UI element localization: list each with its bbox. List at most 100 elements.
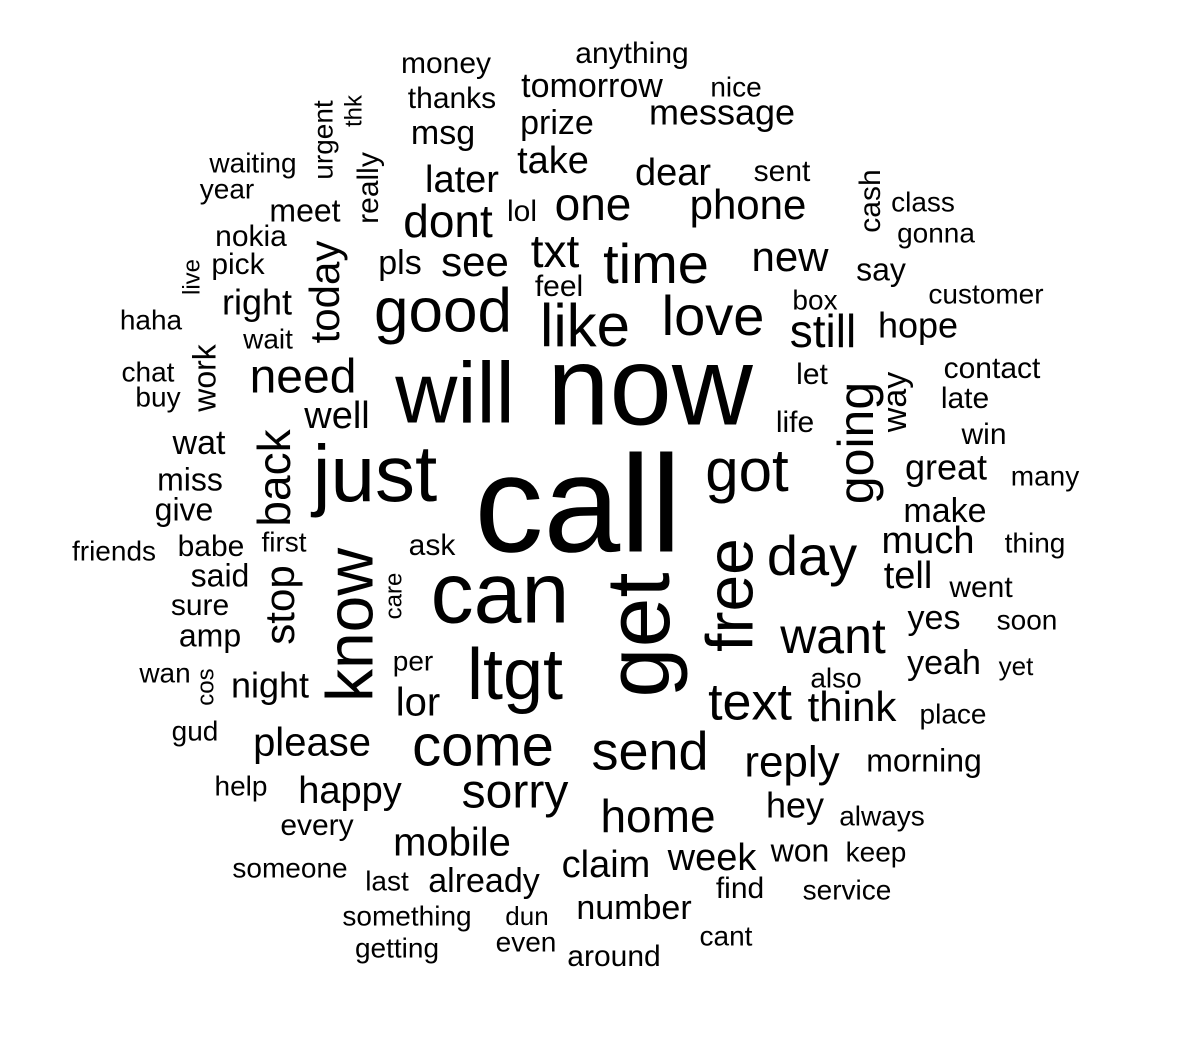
word-year: year xyxy=(200,173,254,204)
word-class: class xyxy=(891,186,955,217)
word-way: way xyxy=(876,372,914,433)
word-one: one xyxy=(555,178,632,230)
word-want: want xyxy=(779,608,886,664)
word-need: need xyxy=(250,351,357,404)
word-friends: friends xyxy=(72,535,156,566)
word-nice: nice xyxy=(710,71,761,102)
word-msg: msg xyxy=(411,114,475,152)
word-every: every xyxy=(280,809,353,842)
word-can: can xyxy=(431,546,570,642)
word-later: later xyxy=(425,159,499,201)
word-please: please xyxy=(253,721,371,765)
word-back: back xyxy=(248,428,300,526)
word-chat: chat xyxy=(122,356,175,387)
word-well: well xyxy=(303,395,369,437)
word-care: care xyxy=(380,573,407,620)
word-per: per xyxy=(393,645,433,676)
word-customer: customer xyxy=(928,278,1043,309)
word-yet: yet xyxy=(999,651,1034,681)
word-will: will xyxy=(394,346,514,442)
word-great: great xyxy=(905,447,987,488)
word-much: much xyxy=(882,520,975,562)
word-phone: phone xyxy=(690,181,807,228)
word-contact: contact xyxy=(944,352,1041,385)
word-feel: feel xyxy=(535,270,583,303)
word-something: something xyxy=(342,900,471,931)
word-anything: anything xyxy=(575,37,688,70)
word-claim: claim xyxy=(562,844,651,886)
word-really: really xyxy=(352,152,385,224)
word-morning: morning xyxy=(866,742,982,778)
word-babe: babe xyxy=(178,530,245,563)
word-dont: dont xyxy=(403,195,493,247)
word-time: time xyxy=(603,232,709,295)
word-txt: txt xyxy=(531,225,580,277)
word-pls: pls xyxy=(378,244,421,282)
word-already: already xyxy=(428,862,540,900)
word-just: just xyxy=(311,429,438,518)
word-see: see xyxy=(441,238,509,285)
word-wait: wait xyxy=(242,323,293,354)
word-always: always xyxy=(839,800,925,831)
word-stop: stop xyxy=(256,565,303,644)
word-tomorrow: tomorrow xyxy=(521,67,663,105)
word-live: live xyxy=(178,259,205,295)
word-yeah: yeah xyxy=(907,644,981,682)
word-message: message xyxy=(649,92,795,133)
word-dun: dun xyxy=(505,901,548,931)
word-make: make xyxy=(903,492,986,530)
word-late: late xyxy=(941,382,989,415)
word-many: many xyxy=(1011,460,1079,491)
word-today: today xyxy=(301,241,348,344)
word-cos: cos xyxy=(192,668,219,705)
word-soon: soon xyxy=(997,604,1058,635)
word-waiting: waiting xyxy=(208,147,296,178)
word-lol: lol xyxy=(507,195,537,228)
word-haha: haha xyxy=(120,304,183,335)
word-went: went xyxy=(948,571,1013,604)
word-love: love xyxy=(662,284,765,347)
word-right: right xyxy=(222,282,292,323)
word-thanks: thanks xyxy=(408,82,496,115)
word-give: give xyxy=(155,491,214,527)
word-won: won xyxy=(770,832,830,868)
word-number: number xyxy=(576,889,691,927)
word-help: help xyxy=(215,770,268,801)
word-home: home xyxy=(600,790,715,842)
word-money: money xyxy=(401,47,491,80)
word-around: around xyxy=(567,940,660,973)
word-still: still xyxy=(790,305,856,357)
word-hey: hey xyxy=(766,785,824,826)
word-hope: hope xyxy=(878,305,958,346)
word-got: got xyxy=(705,437,789,504)
word-nokia: nokia xyxy=(215,220,287,253)
word-yes: yes xyxy=(908,599,961,637)
word-cash: cash xyxy=(854,169,887,232)
word-cant: cant xyxy=(700,920,753,951)
word-work: work xyxy=(186,343,222,413)
word-said: said xyxy=(191,557,250,593)
word-place: place xyxy=(920,698,987,729)
word-getting: getting xyxy=(355,932,439,963)
word-buy: buy xyxy=(135,381,180,412)
word-someone: someone xyxy=(232,852,347,883)
word-text: text xyxy=(708,674,792,732)
word-reply: reply xyxy=(744,738,839,787)
word-wat: wat xyxy=(172,424,226,462)
word-say: say xyxy=(856,251,906,287)
word-think: think xyxy=(808,683,898,730)
word-night: night xyxy=(231,665,309,706)
word-let: let xyxy=(796,358,828,391)
word-know: know xyxy=(312,548,386,702)
word-free: free xyxy=(692,538,766,652)
word-thing: thing xyxy=(1005,527,1066,558)
word-week: week xyxy=(667,837,758,879)
word-sure: sure xyxy=(171,589,229,622)
word-first: first xyxy=(261,526,306,557)
word-lor: lor xyxy=(396,681,440,725)
word-sorry: sorry xyxy=(462,766,569,819)
word-miss: miss xyxy=(157,461,223,497)
word-tell: tell xyxy=(884,555,933,597)
word-urgent: urgent xyxy=(307,100,338,180)
